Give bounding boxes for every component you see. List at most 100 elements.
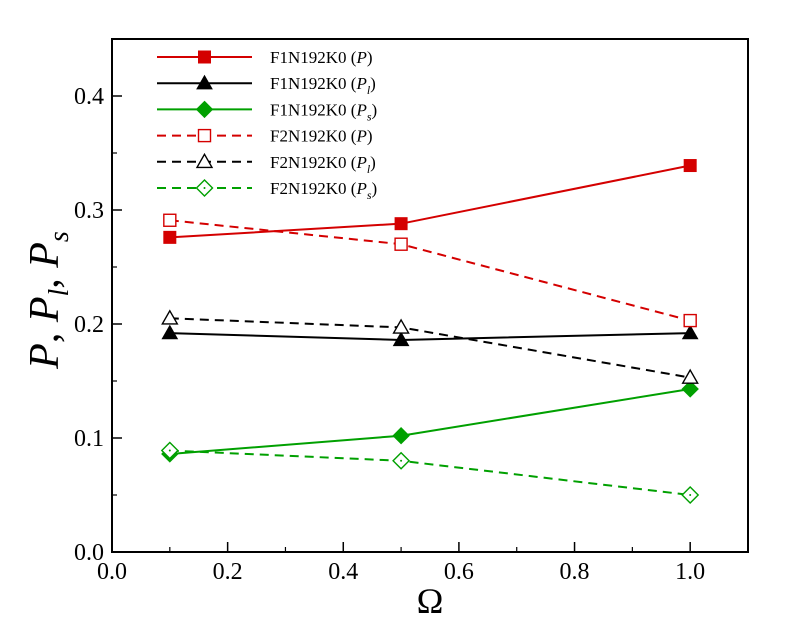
legend-item: F2N192K0 (Ps)	[157, 179, 377, 202]
legend-label-var: P	[355, 100, 366, 119]
data-point-diamond	[681, 380, 699, 398]
series-line	[169, 219, 691, 322]
legend-label-var: P	[355, 179, 366, 198]
legend-label: F2N192K0 (Ps)	[270, 179, 377, 202]
x-tick-label: 0.6	[444, 559, 474, 585]
legend-marker-square	[197, 128, 212, 143]
series-line	[169, 164, 691, 239]
diamond-center-dot	[400, 459, 403, 462]
y-tick-label: 0.4	[74, 84, 104, 110]
series-1	[163, 159, 697, 244]
legend-label-paren: (	[347, 100, 357, 119]
legend-label-base: F1N192K0	[270, 48, 347, 67]
y-axis-title-sub-l: l	[44, 289, 75, 297]
series-3	[161, 380, 699, 463]
series-line	[169, 317, 691, 379]
legend-label-base: F2N192K0	[270, 127, 347, 146]
series-4	[163, 213, 697, 328]
legend-label-base: F2N192K0	[270, 153, 347, 172]
legend-label-base: F1N192K0	[270, 100, 347, 119]
legend-label-paren: )	[372, 179, 378, 198]
legend-label-paren: )	[367, 48, 373, 67]
data-point-triangle	[392, 318, 410, 334]
legend-label-paren: (	[347, 153, 357, 172]
legend-item: F2N192K0 (P)	[157, 127, 373, 146]
plot-frame	[111, 38, 749, 553]
legend-label-var: P	[355, 74, 366, 93]
y-tick-label: 0.1	[74, 426, 104, 452]
y-tick-label: 0.0	[74, 540, 104, 566]
diamond-center-dot	[203, 187, 206, 189]
x-tick-label: 0.2	[213, 559, 243, 585]
legend-item: F1N192K0 (Pl)	[157, 74, 376, 97]
legend-label-paren: )	[370, 153, 376, 172]
legend-label-base: F1N192K0	[270, 74, 347, 93]
data-point-square	[163, 230, 177, 244]
legend-label: F1N192K0 (Ps)	[270, 100, 377, 123]
legend-label-var: P	[355, 48, 366, 67]
legend-label: F2N192K0 (P)	[270, 127, 373, 146]
data-point-square	[683, 159, 697, 173]
y-axis-title-sub-s: s	[44, 231, 75, 242]
series-2	[161, 324, 699, 347]
data-point-triangle	[161, 309, 179, 325]
x-tick-label: 0.4	[328, 559, 358, 585]
series-line	[169, 387, 691, 455]
legend-label-paren: )	[372, 100, 378, 119]
data-point-square	[163, 213, 177, 227]
x-tick-label: 1.0	[675, 559, 705, 585]
legend-label-paren: )	[367, 127, 373, 146]
y-axis-title: P, Pl, Ps	[22, 231, 75, 370]
ticks-layer: 0.0 0.2 0.4 0.6 0.8 1.0 0.0 0.1 0.2 0.3 0.4	[74, 84, 705, 585]
diamond-center-dot	[168, 449, 171, 452]
legend-marker-diamond	[195, 100, 214, 119]
x-axis-title: Ω	[417, 581, 444, 621]
data-point-square	[394, 237, 408, 251]
y-axis-title-sep: ,	[22, 322, 68, 343]
y-axis-title-pl: P	[22, 297, 68, 324]
legend-label-sub: s	[367, 188, 372, 202]
data-point-square	[394, 217, 408, 231]
legend: F1N192K0 (P)F1N192K0 (Pl)F1N192K0 (Ps)F2…	[157, 48, 377, 202]
data-point-square	[683, 313, 697, 328]
legend-item: F1N192K0 (Ps)	[157, 100, 377, 123]
legend-label-var: P	[355, 153, 366, 172]
legend-label-paren: (	[347, 74, 357, 93]
series-layer	[160, 159, 700, 504]
x-tick-label: 0.0	[97, 559, 127, 585]
series-6	[160, 441, 700, 504]
data-point-triangle	[392, 331, 410, 347]
legend-label: F1N192K0 (Pl)	[270, 74, 376, 97]
legend-label-sub: l	[367, 83, 371, 97]
legend-label-paren: (	[347, 48, 357, 67]
legend-marker-square	[198, 50, 211, 64]
y-axis-title-sep: ,	[22, 268, 68, 289]
series-5	[161, 309, 699, 384]
legend-item: F2N192K0 (Pl)	[157, 153, 376, 176]
legend-label-base: F2N192K0	[270, 179, 347, 198]
data-point-triangle	[681, 368, 699, 384]
data-point-triangle	[161, 324, 179, 340]
legend-label-var: P	[355, 127, 366, 146]
legend-marker-triangle	[196, 74, 213, 90]
series-line	[169, 332, 691, 341]
legend-item: F1N192K0 (P)	[157, 48, 373, 67]
y-tick-label: 0.3	[74, 198, 104, 224]
data-point-triangle	[681, 324, 699, 340]
y-tick-label: 0.2	[74, 312, 104, 338]
series-line	[169, 449, 691, 496]
legend-label-paren: )	[370, 74, 376, 93]
legend-label-sub: l	[367, 162, 371, 176]
legend-label-paren: (	[347, 127, 357, 146]
legend-label-paren: (	[347, 179, 357, 198]
data-point-diamond	[392, 427, 410, 445]
x-tick-label: 0.8	[560, 559, 590, 585]
legend-label-sub: s	[367, 109, 372, 123]
y-axis-title-p: P	[22, 343, 68, 370]
legend-marker-triangle	[195, 152, 214, 169]
diamond-center-dot	[689, 494, 692, 496]
legend-label: F2N192K0 (Pl)	[270, 153, 376, 176]
y-axis-title-ps: P	[22, 242, 68, 269]
legend-label: F1N192K0 (P)	[270, 48, 373, 67]
